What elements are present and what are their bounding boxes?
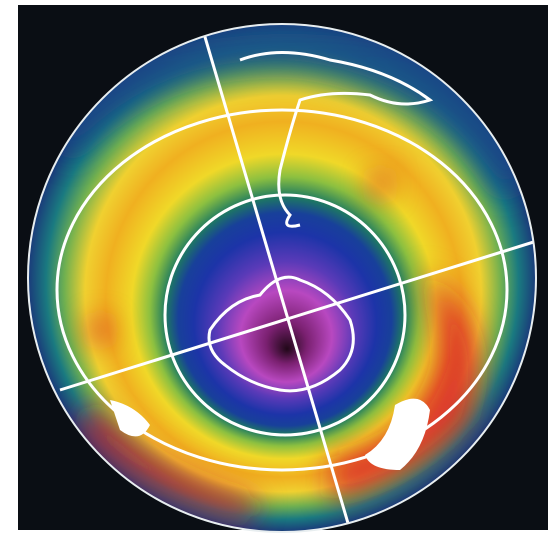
ozone-image [0, 0, 558, 539]
page [0, 0, 558, 539]
